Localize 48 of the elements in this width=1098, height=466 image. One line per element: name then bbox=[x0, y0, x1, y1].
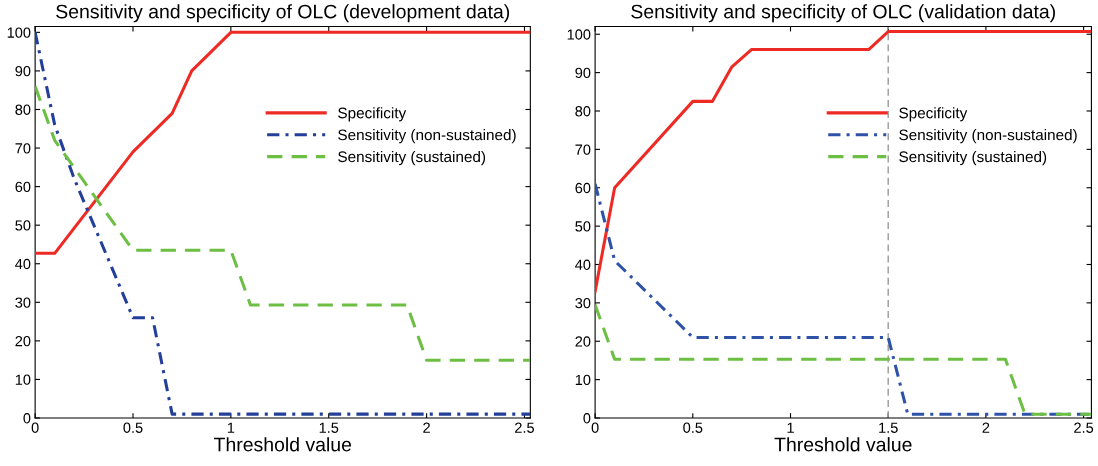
legend-label: Specificity bbox=[338, 107, 407, 122]
y-tick-label: 0 bbox=[583, 413, 591, 424]
y-tick-label: 40 bbox=[575, 259, 591, 270]
x-tick-label: 1.5 bbox=[319, 422, 339, 433]
y-tick-label: 60 bbox=[575, 182, 591, 194]
y-tick-label: 90 bbox=[15, 66, 31, 77]
legend-label: Specificity bbox=[899, 107, 968, 122]
y-tick-label: 0 bbox=[23, 413, 31, 424]
x-tick-label: 1 bbox=[787, 422, 794, 433]
y-tick-label: 50 bbox=[15, 220, 31, 231]
line-series bbox=[595, 30, 1092, 293]
x-axis-title: Threshold value bbox=[774, 437, 912, 452]
y-tick-label: 70 bbox=[15, 143, 31, 154]
x-axis-title: Threshold value bbox=[214, 437, 352, 452]
legend-label: Sensitivity (sustained) bbox=[899, 150, 1047, 166]
y-tick-label: 30 bbox=[575, 297, 591, 309]
y-tick-label: 90 bbox=[575, 67, 591, 79]
y-tick-label: 50 bbox=[575, 221, 591, 232]
y-tick-label: 70 bbox=[575, 144, 591, 155]
y-tick-label: 20 bbox=[15, 335, 31, 347]
x-tick-label: 2.5 bbox=[515, 422, 534, 433]
y-tick-label: 10 bbox=[575, 374, 591, 386]
y-tick-label: 20 bbox=[575, 336, 591, 347]
legend-label: Sensitivity (non-sustained) bbox=[899, 129, 1077, 144]
y-tick-label: 10 bbox=[15, 374, 31, 385]
x-tick-label: 2 bbox=[982, 422, 990, 433]
x-tick-label: 2.5 bbox=[1074, 422, 1094, 433]
y-tick-label: 30 bbox=[15, 297, 31, 308]
y-tick-label: 60 bbox=[15, 181, 31, 193]
line-series bbox=[35, 84, 531, 362]
y-tick-label: 100 bbox=[7, 27, 31, 38]
x-tick-label: 0.5 bbox=[123, 422, 143, 433]
chart-title: Sensitivity and specificity of OLC (validation data) bbox=[631, 4, 1055, 23]
y-tick-label: 40 bbox=[15, 258, 31, 270]
x-tick-label: 0 bbox=[591, 422, 599, 433]
legend-label: Sensitivity (sustained) bbox=[338, 150, 486, 166]
x-tick-label: 0.5 bbox=[683, 422, 703, 433]
legend-label: Sensitivity (non-sustained) bbox=[338, 129, 516, 144]
y-tick-label: 80 bbox=[575, 106, 591, 117]
x-tick-label: 1.5 bbox=[879, 422, 898, 433]
y-tick-label: 80 bbox=[15, 104, 31, 115]
line-series bbox=[35, 30, 531, 255]
x-tick-label: 0 bbox=[31, 422, 39, 433]
line-series bbox=[35, 30, 531, 416]
y-tick-label: 100 bbox=[567, 29, 591, 40]
x-tick-label: 2 bbox=[423, 422, 430, 433]
chart-title: Sensitivity and specificity of OLC (development data) bbox=[56, 4, 510, 23]
x-tick-label: 1 bbox=[227, 422, 235, 433]
